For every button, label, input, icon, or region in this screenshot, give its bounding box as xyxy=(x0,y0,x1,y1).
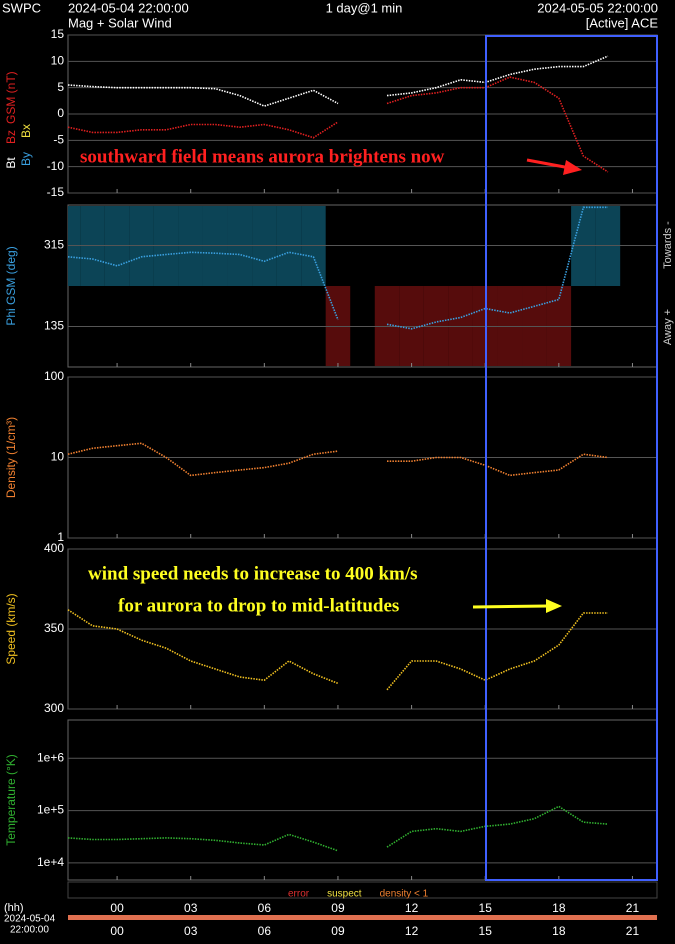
highlight-box xyxy=(485,35,658,881)
arrow-head xyxy=(563,160,582,175)
time-axis-frame xyxy=(67,881,658,899)
y-tick-label: 300 xyxy=(44,701,64,715)
series-line xyxy=(67,76,609,173)
y-axis-label: GSM (nT) xyxy=(4,71,18,124)
annotation: for aurora to drop to mid-latitudes xyxy=(118,595,399,616)
start-date: 2024-05-04 xyxy=(4,914,56,925)
annotation: southward field means aurora brightens n… xyxy=(80,146,445,167)
x-tick-label: 18 xyxy=(552,901,566,915)
series-line xyxy=(67,55,609,107)
y-tick-label: 0 xyxy=(57,106,64,120)
y-tick-label: 1 xyxy=(57,530,64,544)
y-axis-label: Temperature (°K) xyxy=(4,754,18,846)
series-line xyxy=(67,609,608,691)
plots: -15 -10 -5 0 5 10 15 Bt Bz GSM (nT)Bx By 135 315 Phi … xyxy=(4,27,674,938)
y-tick-label: 350 xyxy=(44,621,64,635)
y-tick-label: -15 xyxy=(47,185,65,199)
y-tick-label: 5 xyxy=(57,80,64,94)
start-clock: 22:00:00 xyxy=(10,925,49,936)
x-tick-label: 00 xyxy=(110,901,124,915)
y-tick-label: -5 xyxy=(53,133,64,147)
y-tick-label: 10 xyxy=(51,450,65,464)
side-label: Towards - xyxy=(662,221,674,269)
y-tick-label: 100 xyxy=(44,369,64,383)
y-tick-label: 1e+6 xyxy=(37,750,64,764)
x-tick-label: 21 xyxy=(626,924,640,938)
y-axis-label: Speed (km/s) xyxy=(4,593,18,664)
legend-label: By xyxy=(19,152,33,166)
y-tick-label: 10 xyxy=(51,54,65,68)
x-tick-label: 09 xyxy=(331,924,345,938)
flag-label: suspect xyxy=(327,889,362,900)
x-tick-label: 06 xyxy=(258,924,272,938)
x-tick-label: 21 xyxy=(626,901,640,915)
x-tick-label: 12 xyxy=(405,924,419,938)
x-tick-label: 15 xyxy=(479,924,493,938)
coverage-bar xyxy=(68,915,657,920)
time-unit: (hh) xyxy=(4,902,24,914)
arrow xyxy=(526,158,571,170)
x-tick-label: 18 xyxy=(552,924,566,938)
y-tick-label: 400 xyxy=(44,541,64,555)
annotation: wind speed needs to increase to 400 km/s xyxy=(88,563,418,584)
y-axis-label: Density (1/cm³) xyxy=(4,417,18,498)
legend-label: Bt xyxy=(4,157,18,169)
y-tick-label: 1e+4 xyxy=(37,855,64,869)
legend-label: Bx xyxy=(19,124,33,138)
side-label: Away + xyxy=(662,309,674,345)
flag-label: density < 1 xyxy=(380,889,429,900)
flag-label: error xyxy=(288,889,310,900)
series-line xyxy=(67,805,608,852)
y-tick-label: 1e+5 xyxy=(37,803,64,817)
y-axis-label: Phi GSM (deg) xyxy=(4,246,18,325)
y-tick-label: 315 xyxy=(44,238,64,252)
series-line xyxy=(67,442,609,477)
legend-label: Bz xyxy=(4,130,18,144)
y-tick-label: 15 xyxy=(51,27,65,41)
arrow-head xyxy=(546,599,562,613)
span: 1 day@1 min xyxy=(326,0,403,15)
arrow xyxy=(472,604,549,609)
end-time: 2024-05-05 22:00:00 xyxy=(537,0,658,15)
source: SWPC xyxy=(2,0,41,15)
x-tick-label: 03 xyxy=(184,901,198,915)
x-tick-label: 12 xyxy=(405,901,419,915)
start-time: 2024-05-04 22:00:00 xyxy=(68,0,189,15)
panel-frame xyxy=(67,719,658,881)
series-line xyxy=(67,206,608,330)
y-tick-label: -10 xyxy=(47,159,65,173)
x-tick-label: 06 xyxy=(258,901,272,915)
status: [Active] ACE xyxy=(586,15,659,30)
x-tick-label: 00 xyxy=(110,924,124,938)
y-tick-label: 135 xyxy=(44,319,64,333)
subtitle: Mag + Solar Wind xyxy=(68,15,172,30)
x-tick-label: 03 xyxy=(184,924,198,938)
x-tick-label: 09 xyxy=(331,901,345,915)
x-tick-label: 15 xyxy=(479,901,493,915)
